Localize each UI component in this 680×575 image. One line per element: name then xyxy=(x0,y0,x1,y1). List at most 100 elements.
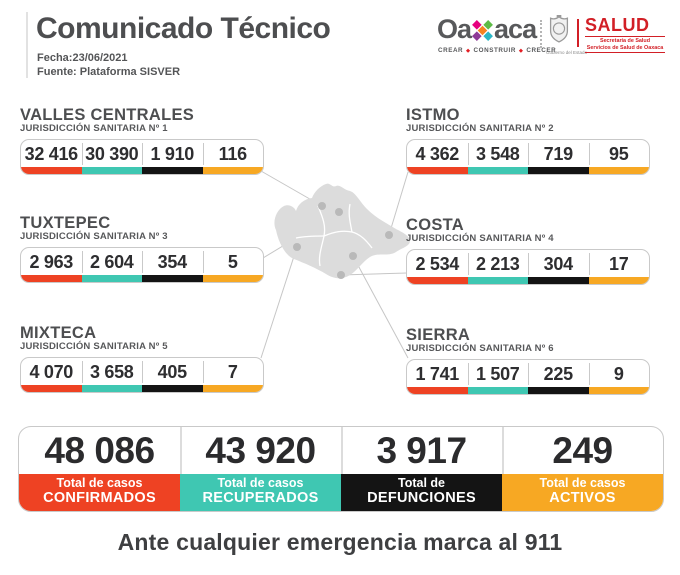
deaths-value: 354 xyxy=(157,251,187,272)
region-jurisdiction: JURISDICCIÓN SANITARIA Nº 4 xyxy=(406,233,554,244)
deaths-cell: 405 xyxy=(142,358,203,392)
salud-subtitle: Secretaría de Salud xyxy=(599,38,651,44)
active-bar xyxy=(588,277,649,284)
deaths-value: 1 910 xyxy=(150,143,195,164)
deaths-cell: 354 xyxy=(142,248,203,282)
confirmed-value: 32 416 xyxy=(24,143,79,164)
region-tuxtepec: TUXTEPEC JURISDICCIÓN SANITARIA Nº 3 2 9… xyxy=(20,215,264,283)
recovered-bar xyxy=(467,167,528,174)
deaths-cell: 719 xyxy=(528,140,589,174)
region-name: COSTA xyxy=(406,216,465,234)
government-label: Gobierno del Estado xyxy=(546,50,588,55)
deaths-bar xyxy=(528,387,589,394)
deaths-bar xyxy=(142,275,203,282)
region-valles-centrales: VALLES CENTRALES JURISDICCIÓN SANITARIA … xyxy=(20,107,264,175)
active-value: 5 xyxy=(227,251,238,272)
region-stats-box: 2 534 2 213 304 17 xyxy=(406,249,650,285)
oaxaca-x-icon xyxy=(472,20,493,41)
recovered-cell: 3 548 xyxy=(467,140,528,174)
recovered-value: 3 658 xyxy=(89,361,134,382)
crest-shield-icon xyxy=(549,15,569,43)
map-district-borders xyxy=(295,203,373,267)
recovered-cell: 3 658 xyxy=(81,358,142,392)
salud-logo: SALUD Secretaría de Salud Servicios de S… xyxy=(585,15,665,54)
total-label-line1: Total de xyxy=(398,476,445,490)
active-bar xyxy=(202,275,263,282)
deaths-value: 719 xyxy=(543,143,573,164)
region-sierra: SIERRA JURISDICCIÓN SANITARIA Nº 6 1 741… xyxy=(406,327,650,395)
connector-line xyxy=(260,246,298,359)
red-divider xyxy=(577,19,579,47)
government-crest: Gobierno del Estado xyxy=(546,15,588,55)
total-label-line2: RECUPERADOS xyxy=(202,490,319,506)
region-mixteca: MIXTECA JURISDICCIÓN SANITARIA Nº 5 4 07… xyxy=(20,325,264,393)
region-name: ISTMO xyxy=(406,106,460,124)
active-cell: 9 xyxy=(588,360,649,394)
page-title: Comunicado Técnico xyxy=(36,12,331,45)
confirmed-bar xyxy=(21,275,82,282)
salud-rule xyxy=(585,36,665,37)
total-label-line2: CONFIRMADOS xyxy=(43,490,156,506)
oaxaca-logo-text: aca xyxy=(494,14,537,44)
tagline-word: CRECER xyxy=(526,47,557,54)
deaths-value: 405 xyxy=(157,361,187,382)
dotted-divider xyxy=(540,20,542,48)
recovered-bar xyxy=(81,275,142,282)
map-marker xyxy=(385,231,393,239)
confirmed-bar xyxy=(21,167,82,174)
confirmed-cell: 1 741 xyxy=(407,360,468,394)
confirmed-value: 2 534 xyxy=(415,253,460,274)
deaths-cell: 1 910 xyxy=(142,140,203,174)
active-value: 9 xyxy=(613,363,624,384)
region-jurisdiction: JURISDICCIÓN SANITARIA Nº 5 xyxy=(20,341,168,352)
recovered-cell: 30 390 xyxy=(81,140,142,174)
salud-subtitle: Servicios de Salud de Oaxaca xyxy=(586,44,664,51)
region-stats-box: 32 416 30 390 1 910 116 xyxy=(20,139,264,175)
deaths-bar xyxy=(528,277,589,284)
confirmed-cell: 4 362 xyxy=(407,140,468,174)
confirmed-bar xyxy=(407,387,468,394)
tagline-word: CREAR xyxy=(438,47,464,54)
salud-title: SALUD xyxy=(585,15,650,35)
region-stats-box: 1 741 1 507 225 9 xyxy=(406,359,650,395)
active-value: 17 xyxy=(609,253,629,274)
recovered-bar xyxy=(467,387,528,394)
total-label-line1: Total de casos xyxy=(539,476,626,490)
map-markers xyxy=(293,202,393,279)
confirmed-cell: 32 416 xyxy=(21,140,82,174)
deaths-bar xyxy=(528,167,589,174)
recovered-bar xyxy=(467,277,528,284)
region-jurisdiction: JURISDICCIÓN SANITARIA Nº 2 xyxy=(406,123,554,134)
total-recovered-label: Total de casos RECUPERADOS xyxy=(180,474,341,511)
confirmed-value: 4 362 xyxy=(415,143,460,164)
deaths-bar xyxy=(142,167,203,174)
map-marker xyxy=(293,243,301,251)
recovered-value: 30 390 xyxy=(85,143,139,164)
region-istmo: ISTMO JURISDICCIÓN SANITARIA Nº 2 4 362 … xyxy=(406,107,650,175)
confirmed-bar xyxy=(21,385,82,392)
confirmed-bar xyxy=(407,277,468,284)
total-confirmed: 48 086 Total de casos CONFIRMADOS xyxy=(19,427,180,511)
region-name: VALLES CENTRALES xyxy=(20,106,195,124)
region-jurisdiction: JURISDICCIÓN SANITARIA Nº 1 xyxy=(20,123,168,134)
region-name: MIXTECA xyxy=(20,324,97,342)
diamond-separator-icon: ◆ xyxy=(518,47,524,54)
confirmed-value: 4 070 xyxy=(29,361,74,382)
region-costa: COSTA JURISDICCIÓN SANITARIA Nº 4 2 534 … xyxy=(406,217,650,285)
total-deaths: 3 917 Total de DEFUNCIONES xyxy=(341,427,502,511)
active-bar xyxy=(588,167,649,174)
active-bar xyxy=(202,385,263,392)
header-rule xyxy=(26,12,28,78)
total-active-value: 249 xyxy=(552,429,613,471)
active-cell: 116 xyxy=(202,140,263,174)
total-confirmed-value: 48 086 xyxy=(44,429,155,471)
confirmed-cell: 2 963 xyxy=(21,248,82,282)
region-stats-box: 4 362 3 548 719 95 xyxy=(406,139,650,175)
total-label-line2: DEFUNCIONES xyxy=(367,490,476,506)
oaxaca-logo: Oa aca xyxy=(437,14,537,44)
totals-summary-bar: 48 086 Total de casos CONFIRMADOS 43 920… xyxy=(18,426,664,512)
recovered-value: 3 548 xyxy=(475,143,520,164)
connector-line xyxy=(352,255,409,359)
active-value: 116 xyxy=(218,143,247,164)
